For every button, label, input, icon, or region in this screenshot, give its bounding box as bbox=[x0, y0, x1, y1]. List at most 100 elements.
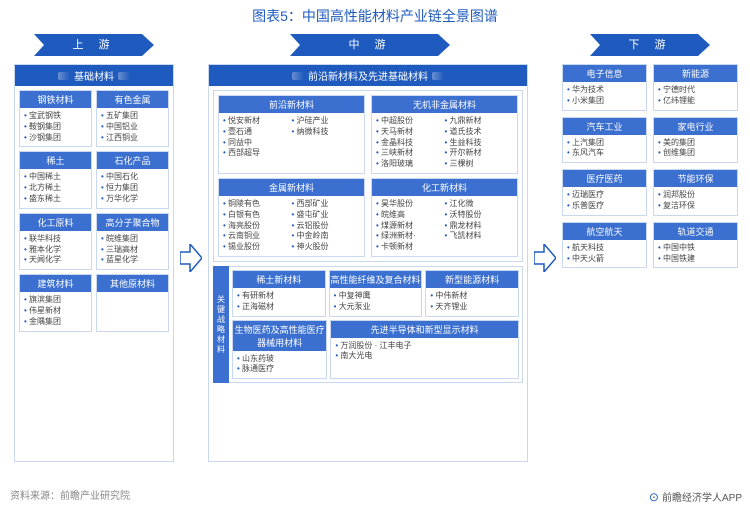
list-item: 正海磁材 bbox=[237, 302, 321, 313]
list-item: 锡业股份 bbox=[223, 242, 292, 253]
cell-body: 迈瑞医疗乐普医疗 bbox=[563, 187, 646, 215]
list-item: 乐普医疗 bbox=[567, 201, 642, 212]
list-item: 壹石通 bbox=[223, 127, 292, 138]
cell-body: 旗滨集团伟星新材金隅集团 bbox=[20, 292, 91, 330]
canvas: 前瞻产业研究院 上 游 中 游 下 游 基础材料 钢铁材料宝武钢铁鞍钢集团沙钢集… bbox=[0, 34, 750, 474]
cell: 家电行业美的集团创维集团 bbox=[653, 117, 738, 164]
cell-header: 其他原材料 bbox=[97, 275, 168, 292]
cell-header: 新型能源材料 bbox=[426, 271, 518, 288]
cell-header: 无机非金属材料 bbox=[372, 96, 517, 113]
list-item: 皖维高 bbox=[376, 210, 445, 221]
cell: 电子信息华为技术小米集团 bbox=[562, 64, 647, 111]
list-item: 海亮股份 bbox=[223, 221, 292, 232]
footer-source: 资料来源：前瞻产业研究院 bbox=[10, 487, 130, 502]
list-item: 神火股份 bbox=[292, 242, 361, 253]
cell: 轨道交通中国中铁中国铁建 bbox=[653, 222, 738, 269]
list-item: 创维集团 bbox=[658, 148, 733, 159]
cell-body: 中国石化恒力集团万华化学 bbox=[97, 169, 168, 207]
list-item: 沪硅产业 bbox=[292, 116, 361, 127]
arrow-mid-to-down bbox=[534, 244, 556, 272]
midstream-header: 前沿新材料及先进基础材料 bbox=[209, 65, 527, 86]
cell-body bbox=[97, 292, 168, 324]
cell: 钢铁材料宝武钢铁鞍钢集团沙钢集团 bbox=[19, 90, 92, 147]
list-item: 上汽集团 bbox=[567, 138, 642, 149]
list-item: 中超股份 bbox=[376, 116, 445, 127]
list-item: 南大光电 bbox=[335, 351, 514, 362]
cell-header: 医疗医药 bbox=[563, 170, 646, 187]
cell-body: 铜陵有色白银有色海亮股份云南铜业锡业股份西部矿业盛屯矿业云铝股份中金岭南神火股份 bbox=[219, 196, 364, 256]
list-item: 盛东稀土 bbox=[24, 194, 87, 205]
cell-header: 有色金属 bbox=[97, 91, 168, 108]
cell-body: 联华科技雅本化学天闻化学 bbox=[20, 231, 91, 269]
list-item: 鞍钢集团 bbox=[24, 122, 87, 133]
list-item: 金晶科技 bbox=[376, 138, 445, 149]
list-item: 雅本化学 bbox=[24, 245, 87, 256]
cell-body: 五矿集团中国铝业江西铜业 bbox=[97, 108, 168, 146]
arrow-up-to-mid bbox=[180, 244, 202, 272]
list-item: 九鼎新材 bbox=[445, 116, 514, 127]
list-item: 洛阳玻璃 bbox=[376, 159, 445, 170]
stage-midstream: 中 游 bbox=[290, 34, 450, 56]
list-item: 三瑞高材 bbox=[101, 245, 164, 256]
list-item: 金隅集团 bbox=[24, 317, 87, 328]
cell: 建筑材料旗滨集团伟星新材金隅集团 bbox=[19, 274, 92, 331]
cell-body: 上汽集团东风汽车 bbox=[563, 135, 646, 163]
cell: 稀土新材料有研新材正海磁材 bbox=[232, 270, 326, 317]
cell: 金属新材料铜陵有色白银有色海亮股份云南铜业锡业股份西部矿业盛屯矿业云铝股份中金岭… bbox=[218, 178, 365, 257]
cell: 高性能纤维及复合材料中复神鹰大元泵业 bbox=[329, 270, 423, 317]
cell-header: 石化产品 bbox=[97, 152, 168, 169]
list-item: 迈瑞医疗 bbox=[567, 190, 642, 201]
cell-header: 先进半导体和新型显示材料 bbox=[331, 321, 518, 338]
cell-header: 高性能纤维及复合材料 bbox=[330, 271, 422, 288]
list-item: 中国稀土 bbox=[24, 172, 87, 183]
cell-body: 宝武钢铁鞍钢集团沙钢集团 bbox=[20, 108, 91, 146]
list-item: 伟星新材 bbox=[24, 306, 87, 317]
cell-body: 润邦股份复洁环保 bbox=[654, 187, 737, 215]
upstream-grid: 钢铁材料宝武钢铁鞍钢集团沙钢集团有色金属五矿集团中国铝业江西铜业稀土中国稀土北方… bbox=[15, 86, 173, 336]
list-item: 鼎龙材料 bbox=[445, 221, 514, 232]
midstream-column: 前沿新材料及先进基础材料 前沿新材料悦安新材壹石通同益中西部超导沪硅产业纳微科技… bbox=[208, 64, 528, 462]
list-item: 白银有色 bbox=[223, 210, 292, 221]
cell: 化工原料联华科技雅本化学天闻化学 bbox=[19, 213, 92, 270]
list-item: 江西铜业 bbox=[101, 133, 164, 144]
cell-body: 中国中铁中国铁建 bbox=[654, 240, 737, 268]
list-item: 道氏技术 bbox=[445, 127, 514, 138]
upstream-header: 基础材料 bbox=[15, 65, 173, 86]
list-item: 宁德时代 bbox=[658, 85, 733, 96]
list-item: 五矿集团 bbox=[101, 111, 164, 122]
list-item: 中复神鹰 bbox=[334, 291, 418, 302]
cell-body: 皖维集团三瑞高材蓝星化学 bbox=[97, 231, 168, 269]
cell-body: 宁德时代亿纬锂能 bbox=[654, 82, 737, 110]
cell-body: 华为技术小米集团 bbox=[563, 82, 646, 110]
cell-header: 金属新材料 bbox=[219, 179, 364, 196]
list-item: 复洁环保 bbox=[658, 201, 733, 212]
list-item: 皖维集团 bbox=[101, 234, 164, 245]
cell-header: 稀土 bbox=[20, 152, 91, 169]
cell: 汽车工业上汽集团东风汽车 bbox=[562, 117, 647, 164]
stage-upstream: 上 游 bbox=[34, 34, 154, 56]
list-item: 恒力集团 bbox=[101, 183, 164, 194]
cell: 生物医药及高性能医疗器械用材料山东药玻脉通医疗 bbox=[232, 320, 327, 380]
cell-body: 中国稀土北方稀土盛东稀土 bbox=[20, 169, 91, 207]
cell: 无机非金属材料中超股份天马新材金晶科技三峡新材洛阳玻璃九鼎新材道氏技术生益科技开… bbox=[371, 95, 518, 174]
cell: 新型能源材料中伟新材天齐锂业 bbox=[425, 270, 519, 317]
list-item: 美的集团 bbox=[658, 138, 733, 149]
cell-body: 昊华股份皖维高煤源新材绿洲新材·卡顿新材江化微沃特股份鼎龙材料飞凯材料 bbox=[372, 196, 517, 256]
cell-body: 航天科技中天火箭 bbox=[563, 240, 646, 268]
list-item: 航天科技 bbox=[567, 243, 642, 254]
list-item: 华为技术 bbox=[567, 85, 642, 96]
list-item: 万华化学 bbox=[101, 194, 164, 205]
cell: 先进半导体和新型显示材料万润股份 · 江丰电子南大光电 bbox=[330, 320, 519, 380]
cell-body: 有研新材正海磁材 bbox=[233, 288, 325, 316]
footer-brand: 前瞻经济学人APP bbox=[649, 489, 742, 504]
cell: 高分子聚合物皖维集团三瑞高材蓝星化学 bbox=[96, 213, 169, 270]
cell-header: 轨道交通 bbox=[654, 223, 737, 240]
cell: 化工新材料昊华股份皖维高煤源新材绿洲新材·卡顿新材江化微沃特股份鼎龙材料飞凯材料 bbox=[371, 178, 518, 257]
list-item: 云南铜业 bbox=[223, 231, 292, 242]
list-item: 三棵树 bbox=[445, 159, 514, 170]
cell-body: 中复神鹰大元泵业 bbox=[330, 288, 422, 316]
list-item: 润邦股份 bbox=[658, 190, 733, 201]
cell-body: 美的集团创维集团 bbox=[654, 135, 737, 163]
stage-downstream: 下 游 bbox=[590, 34, 710, 56]
list-item: 东风汽车 bbox=[567, 148, 642, 159]
